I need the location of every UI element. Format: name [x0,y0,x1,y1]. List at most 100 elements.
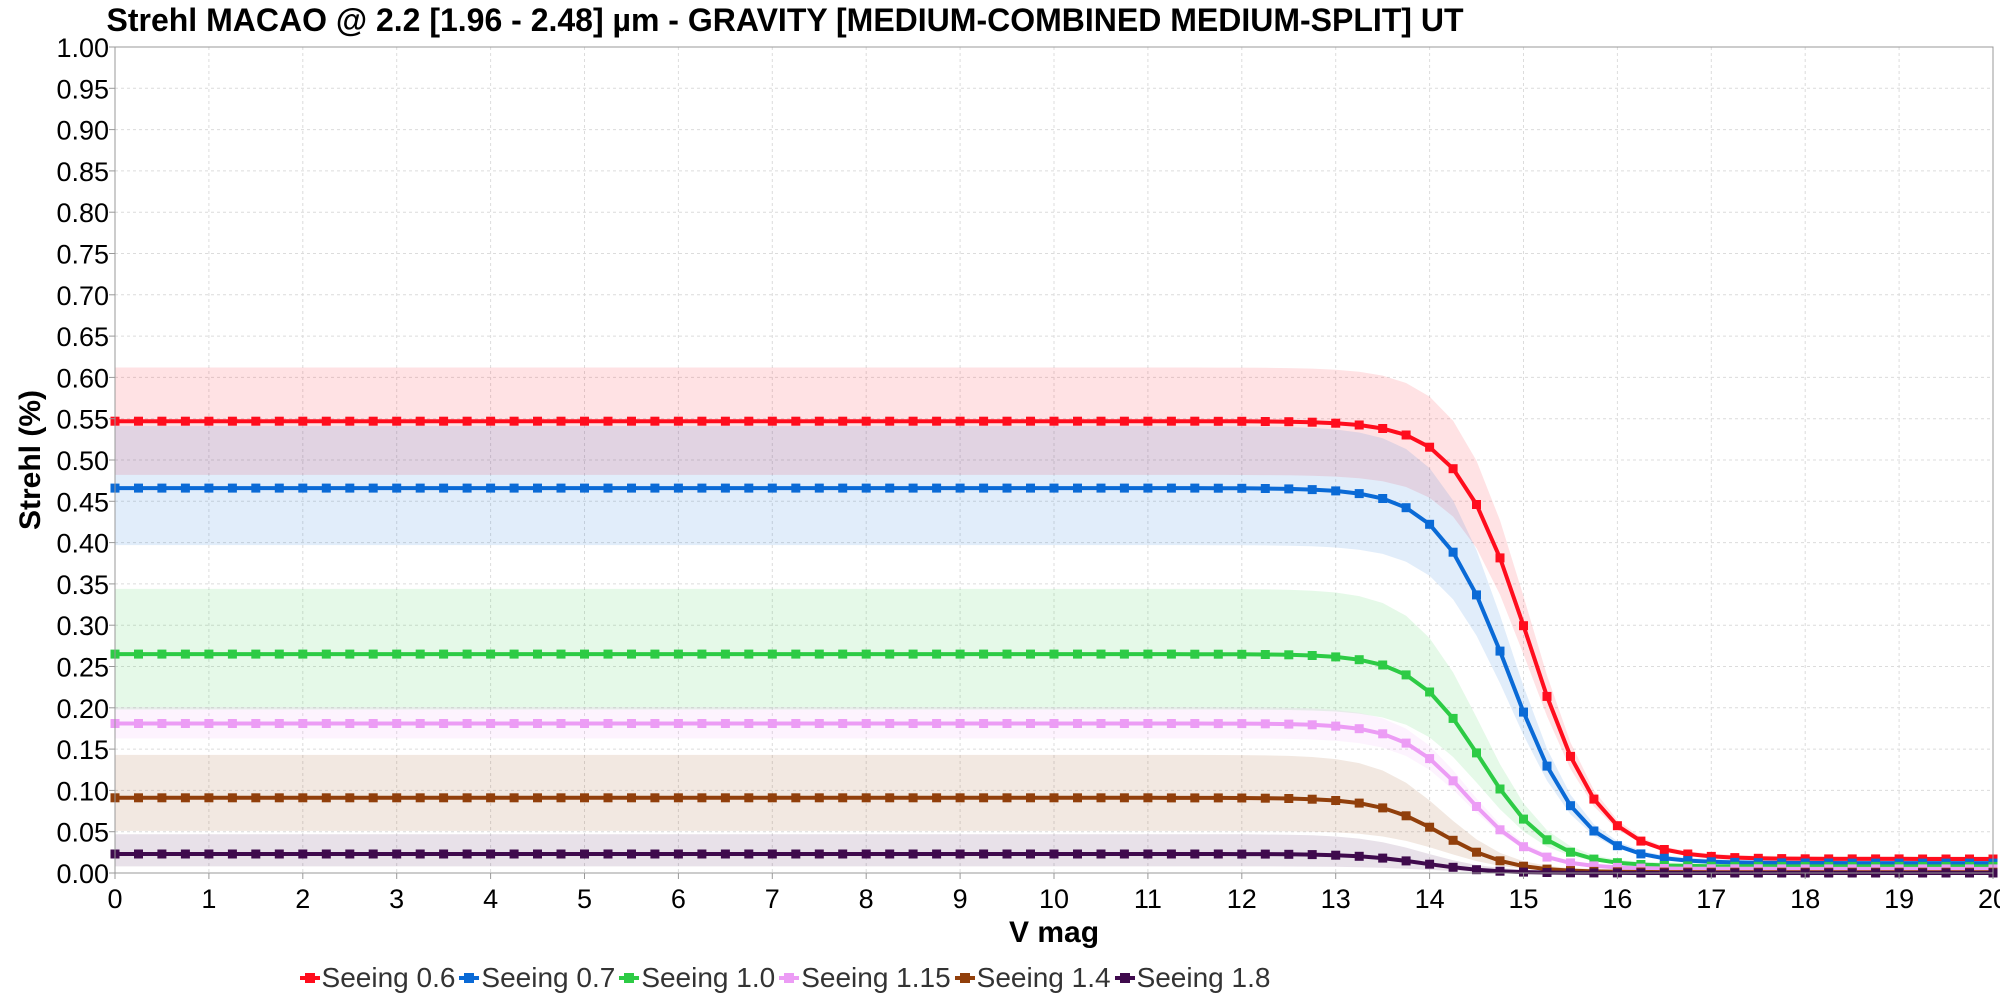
data-point-seeing-1-4 [1026,793,1035,803]
data-point-seeing-1-4 [650,793,660,803]
data-point-seeing-0-6 [1213,416,1223,426]
data-point-seeing-1-8 [603,849,613,859]
data-point-seeing-1-4 [673,793,683,803]
data-point-seeing-0-7 [697,483,707,493]
data-point-seeing-1-4 [251,793,261,803]
data-point-seeing-1-15 [1448,776,1458,786]
data-point-seeing-1-4 [533,793,542,803]
data-point-seeing-0-6 [1401,430,1411,440]
data-point-seeing-1-4 [1401,811,1411,821]
data-point-seeing-1-4 [486,793,496,803]
data-point-seeing-1-8 [861,849,871,859]
data-point-seeing-1-15 [1096,719,1106,728]
data-point-seeing-0-7 [1519,707,1528,717]
legend-item-seeing-1-4[interactable]: Seeing 1.4 [954,962,1111,994]
data-point-seeing-0-7 [1448,547,1458,557]
data-point-seeing-0-7 [1002,483,1012,493]
data-point-seeing-0-6 [838,416,848,426]
data-point-seeing-1-8 [1401,856,1411,866]
data-point-seeing-0-6 [1448,464,1458,474]
data-point-seeing-0-7 [673,483,683,493]
legend-item-seeing-1-0[interactable]: Seeing 1.0 [619,962,775,994]
data-point-seeing-1-0 [720,649,730,659]
legend-swatch-icon [299,971,320,985]
data-point-seeing-1-15 [1401,738,1411,748]
data-point-seeing-1-0 [1260,650,1270,659]
data-point-seeing-1-4 [1190,793,1200,803]
data-point-seeing-1-4 [1002,793,1012,803]
data-point-seeing-1-4 [979,793,989,803]
legend-item-seeing-0-7[interactable]: Seeing 0.7 [459,962,615,994]
data-point-seeing-1-4 [1448,835,1458,845]
data-point-seeing-1-0 [415,649,425,659]
data-point-seeing-0-6 [1096,416,1106,426]
data-point-seeing-0-6 [1378,424,1388,433]
data-point-seeing-1-8 [1119,849,1129,859]
data-point-seeing-1-0 [861,649,871,659]
data-point-seeing-0-6 [180,416,190,426]
legend-item-seeing-1-8[interactable]: Seeing 1.8 [1114,962,1271,994]
data-point-seeing-0-7 [368,483,378,493]
x-tick-label: 1 [201,884,216,914]
data-point-seeing-1-8 [885,849,895,859]
data-point-seeing-1-4 [861,793,871,803]
data-point-seeing-0-7 [1354,489,1364,499]
data-point-seeing-1-15 [955,719,965,728]
data-point-seeing-1-15 [1049,719,1059,728]
data-point-seeing-0-6 [720,416,730,426]
data-point-seeing-0-6 [415,416,425,426]
data-point-seeing-1-0 [885,649,895,659]
data-point-seeing-1-8 [744,849,754,859]
data-point-seeing-1-8 [1425,859,1435,869]
legend-item-seeing-1-15[interactable]: Seeing 1.15 [779,962,951,994]
data-point-seeing-1-4 [791,793,801,803]
data-point-seeing-1-8 [298,849,308,859]
data-point-seeing-1-15 [157,719,167,728]
data-point-seeing-1-0 [1354,655,1364,665]
data-point-seeing-0-6 [1026,416,1035,426]
data-point-seeing-0-7 [1636,849,1646,859]
x-tick-label: 7 [765,884,780,914]
data-point-seeing-1-15 [908,719,918,728]
data-point-seeing-0-6 [1683,849,1693,859]
data-point-seeing-1-8 [932,849,942,859]
data-point-seeing-1-0 [627,649,636,659]
data-point-seeing-0-6 [1425,442,1435,452]
data-point-seeing-1-0 [603,649,613,659]
data-point-seeing-1-0 [227,649,237,659]
data-point-seeing-1-4 [462,793,472,803]
data-point-seeing-0-7 [227,483,237,493]
data-point-seeing-1-8 [392,849,402,859]
data-point-seeing-1-0 [1401,670,1411,680]
data-point-seeing-1-0 [1566,847,1575,857]
data-point-seeing-0-6 [932,416,942,426]
data-point-seeing-1-8 [462,849,472,859]
data-point-seeing-0-7 [1331,486,1341,496]
data-point-seeing-0-6 [439,416,449,426]
data-point-seeing-1-15 [298,719,308,728]
data-point-seeing-0-7 [791,483,801,493]
y-tick-label: 1.00 [56,33,109,63]
data-point-seeing-0-6 [885,416,895,426]
data-point-seeing-1-0 [486,649,496,659]
data-point-seeing-1-4 [556,793,566,803]
data-point-seeing-0-6 [556,416,566,426]
legend-label: Seeing 1.15 [801,962,951,993]
data-point-seeing-1-15 [368,719,378,728]
y-tick-label: 0.40 [56,529,109,559]
y-tick-label: 0.80 [56,198,109,228]
legend-item-seeing-0-6[interactable]: Seeing 0.6 [299,962,455,994]
data-point-seeing-1-4 [1143,793,1153,803]
data-point-seeing-1-4 [321,793,331,803]
data-point-seeing-0-6 [345,416,355,426]
data-point-seeing-0-7 [157,483,167,493]
data-point-seeing-0-6 [979,416,989,426]
data-point-seeing-1-8 [1143,849,1153,859]
legend-label: Seeing 1.8 [1136,962,1271,993]
data-point-seeing-0-7 [861,483,871,493]
data-point-seeing-1-0 [580,649,589,659]
data-point-seeing-1-4 [1378,803,1388,813]
data-point-seeing-1-4 [627,793,636,803]
data-point-seeing-1-0 [791,649,801,659]
data-point-seeing-1-0 [908,649,918,659]
